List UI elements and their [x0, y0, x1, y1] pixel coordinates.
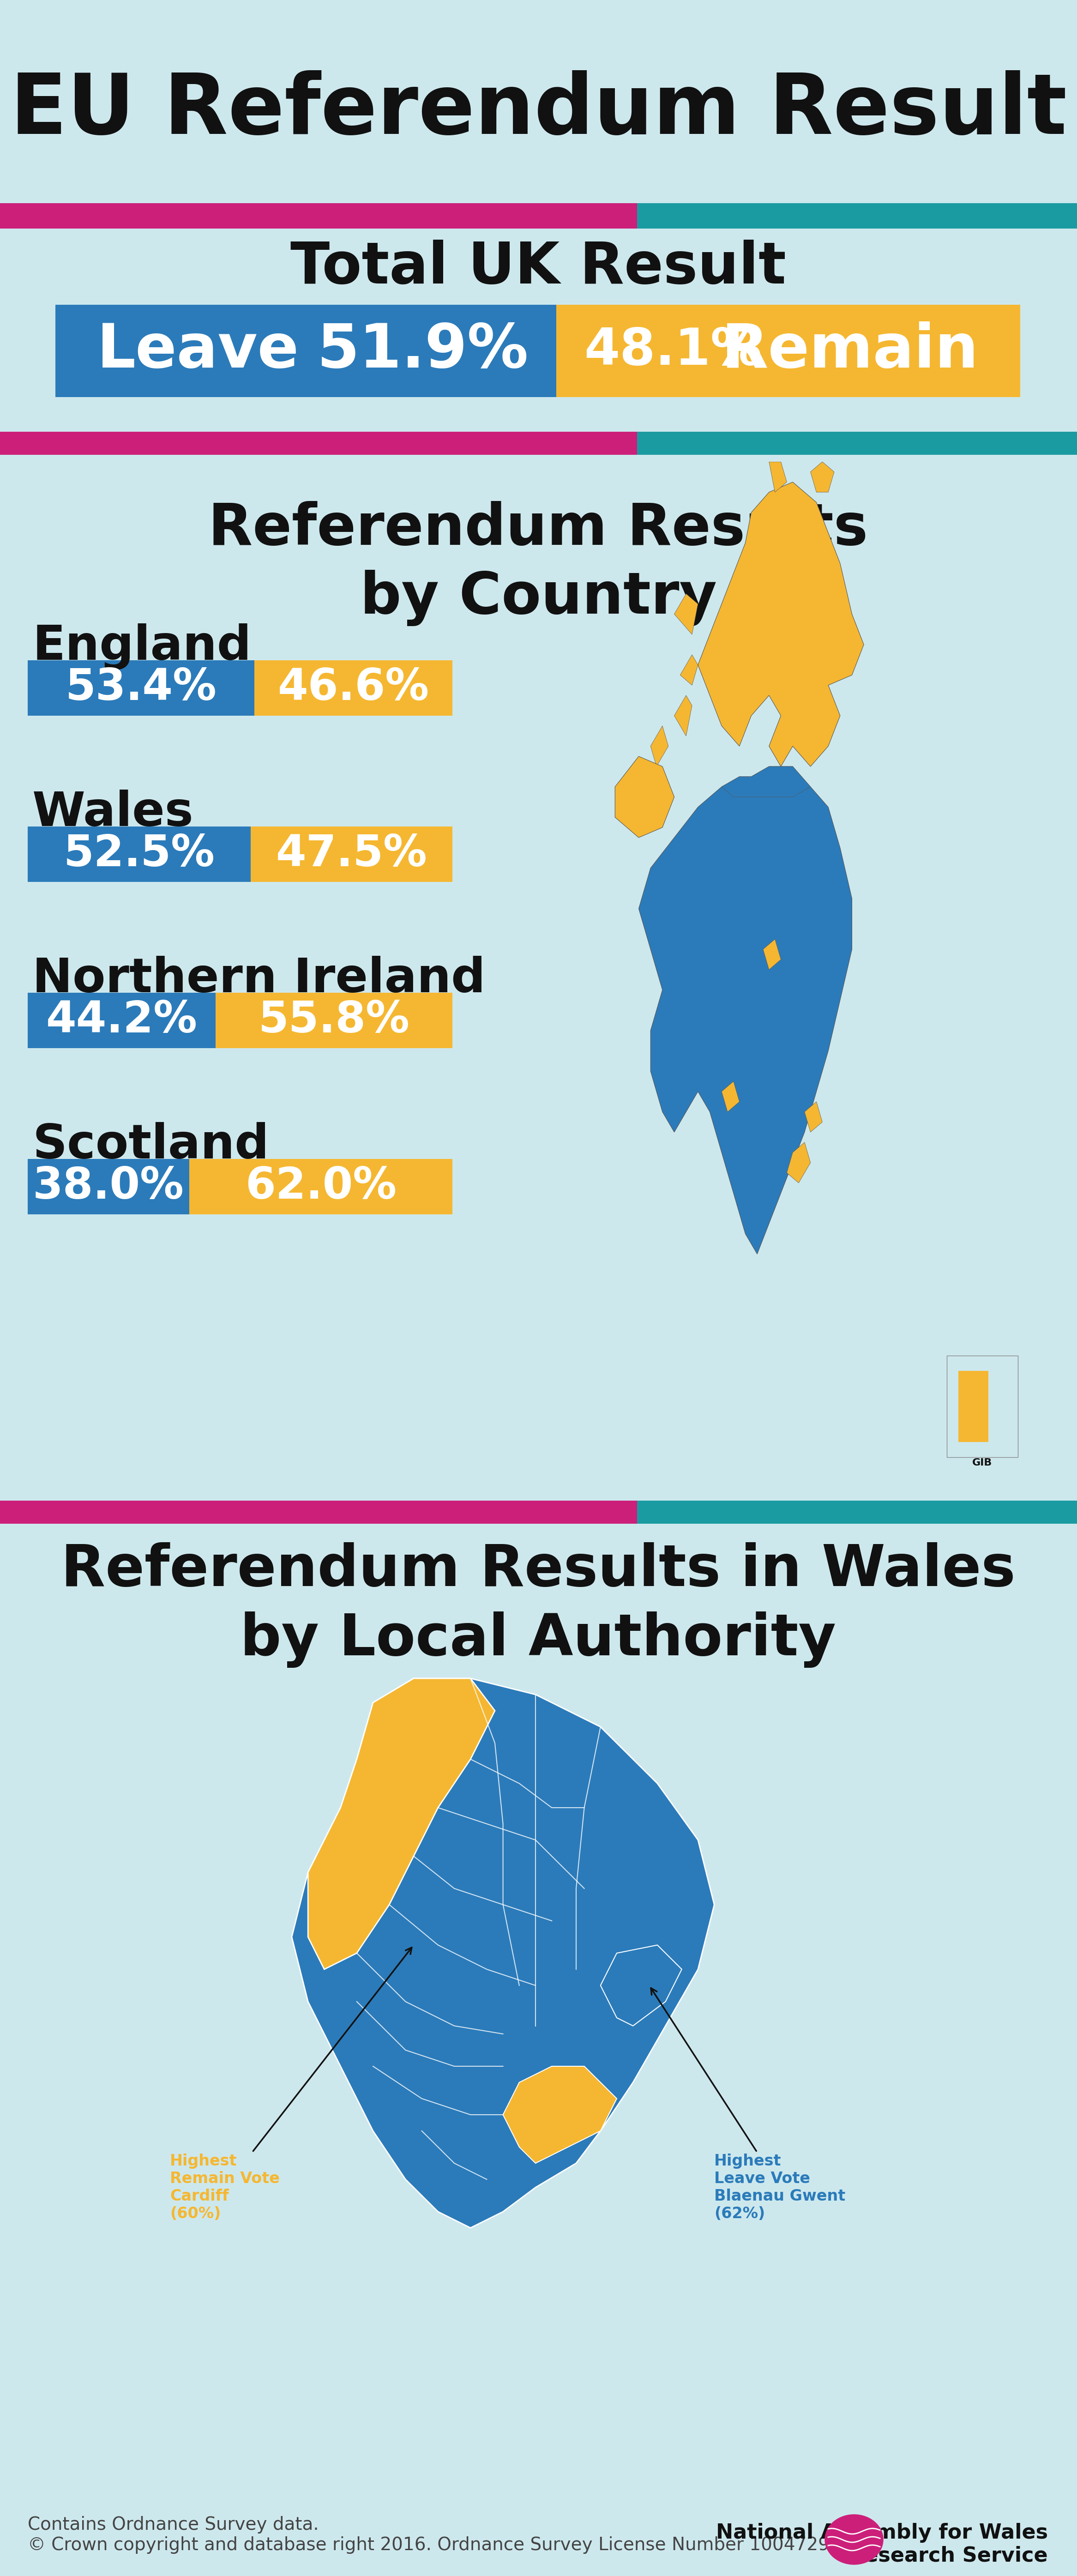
Polygon shape [722, 768, 811, 796]
Polygon shape [601, 1945, 682, 2025]
Polygon shape [805, 1103, 823, 1133]
Bar [251, 827, 452, 881]
Bar [28, 1159, 190, 1213]
Bar [638, 1502, 1077, 1525]
Polygon shape [787, 1141, 811, 1182]
Bar [55, 304, 556, 397]
Text: 48.1%: 48.1% [584, 327, 761, 376]
Text: Remain: Remain [722, 322, 979, 381]
Polygon shape [698, 482, 864, 768]
Polygon shape [764, 940, 781, 969]
Text: 62.0%: 62.0% [246, 1164, 396, 1208]
Bar [0, 204, 656, 229]
Bar [215, 992, 452, 1048]
Text: Leave: Leave [97, 322, 299, 381]
Text: 51.9%: 51.9% [317, 322, 529, 381]
Polygon shape [308, 1680, 494, 1968]
Text: GIB: GIB [973, 1458, 992, 1468]
Polygon shape [651, 726, 669, 768]
Bar [28, 659, 254, 716]
Polygon shape [769, 461, 787, 492]
Bar [947, 1355, 1018, 1458]
Bar [959, 1370, 989, 1443]
Polygon shape [639, 768, 852, 1255]
Bar [254, 659, 452, 716]
Text: EU Referendum Result: EU Referendum Result [10, 70, 1066, 152]
Text: National Assembly for Wales
Research Service: National Assembly for Wales Research Ser… [716, 2522, 1048, 2566]
Bar [190, 1159, 452, 1213]
Text: Referendum Results in Wales
by Local Authority: Referendum Results in Wales by Local Aut… [61, 1543, 1016, 1667]
Text: Referendum Results
by Country: Referendum Results by Country [209, 500, 868, 626]
Text: 52.5%: 52.5% [64, 832, 215, 876]
Text: 44.2%: 44.2% [46, 999, 197, 1041]
Text: 46.6%: 46.6% [278, 667, 429, 708]
Text: Total UK Result: Total UK Result [291, 240, 786, 296]
Bar [556, 304, 1020, 397]
Text: Northern Ireland: Northern Ireland [32, 956, 486, 1002]
Text: Highest
Remain Vote
Cardiff
(60%): Highest Remain Vote Cardiff (60%) [170, 1947, 411, 2221]
Bar [638, 433, 1077, 456]
Bar [638, 204, 1077, 229]
Polygon shape [674, 696, 693, 737]
Bar [28, 827, 251, 881]
Text: 53.4%: 53.4% [66, 667, 216, 708]
Text: England: England [32, 623, 251, 670]
Polygon shape [681, 654, 698, 685]
Bar [0, 433, 656, 456]
Circle shape [825, 2514, 883, 2566]
Text: 38.0%: 38.0% [32, 1164, 184, 1208]
Text: Wales: Wales [32, 791, 194, 837]
Text: 55.8%: 55.8% [258, 999, 409, 1041]
Bar [0, 1502, 656, 1525]
Text: Scotland: Scotland [32, 1123, 269, 1170]
Polygon shape [811, 461, 835, 492]
Polygon shape [503, 2066, 617, 2164]
Text: 47.5%: 47.5% [276, 832, 428, 876]
Text: Highest
Leave Vote
Blaenau Gwent
(62%): Highest Leave Vote Blaenau Gwent (62%) [651, 1989, 845, 2221]
Bar [28, 992, 215, 1048]
Polygon shape [615, 757, 674, 837]
Text: Contains Ordnance Survey data.
© Crown copyright and database right 2016. Ordnan: Contains Ordnance Survey data. © Crown c… [28, 2517, 841, 2553]
Polygon shape [722, 1082, 740, 1113]
Polygon shape [292, 1680, 714, 2228]
Polygon shape [674, 595, 698, 634]
